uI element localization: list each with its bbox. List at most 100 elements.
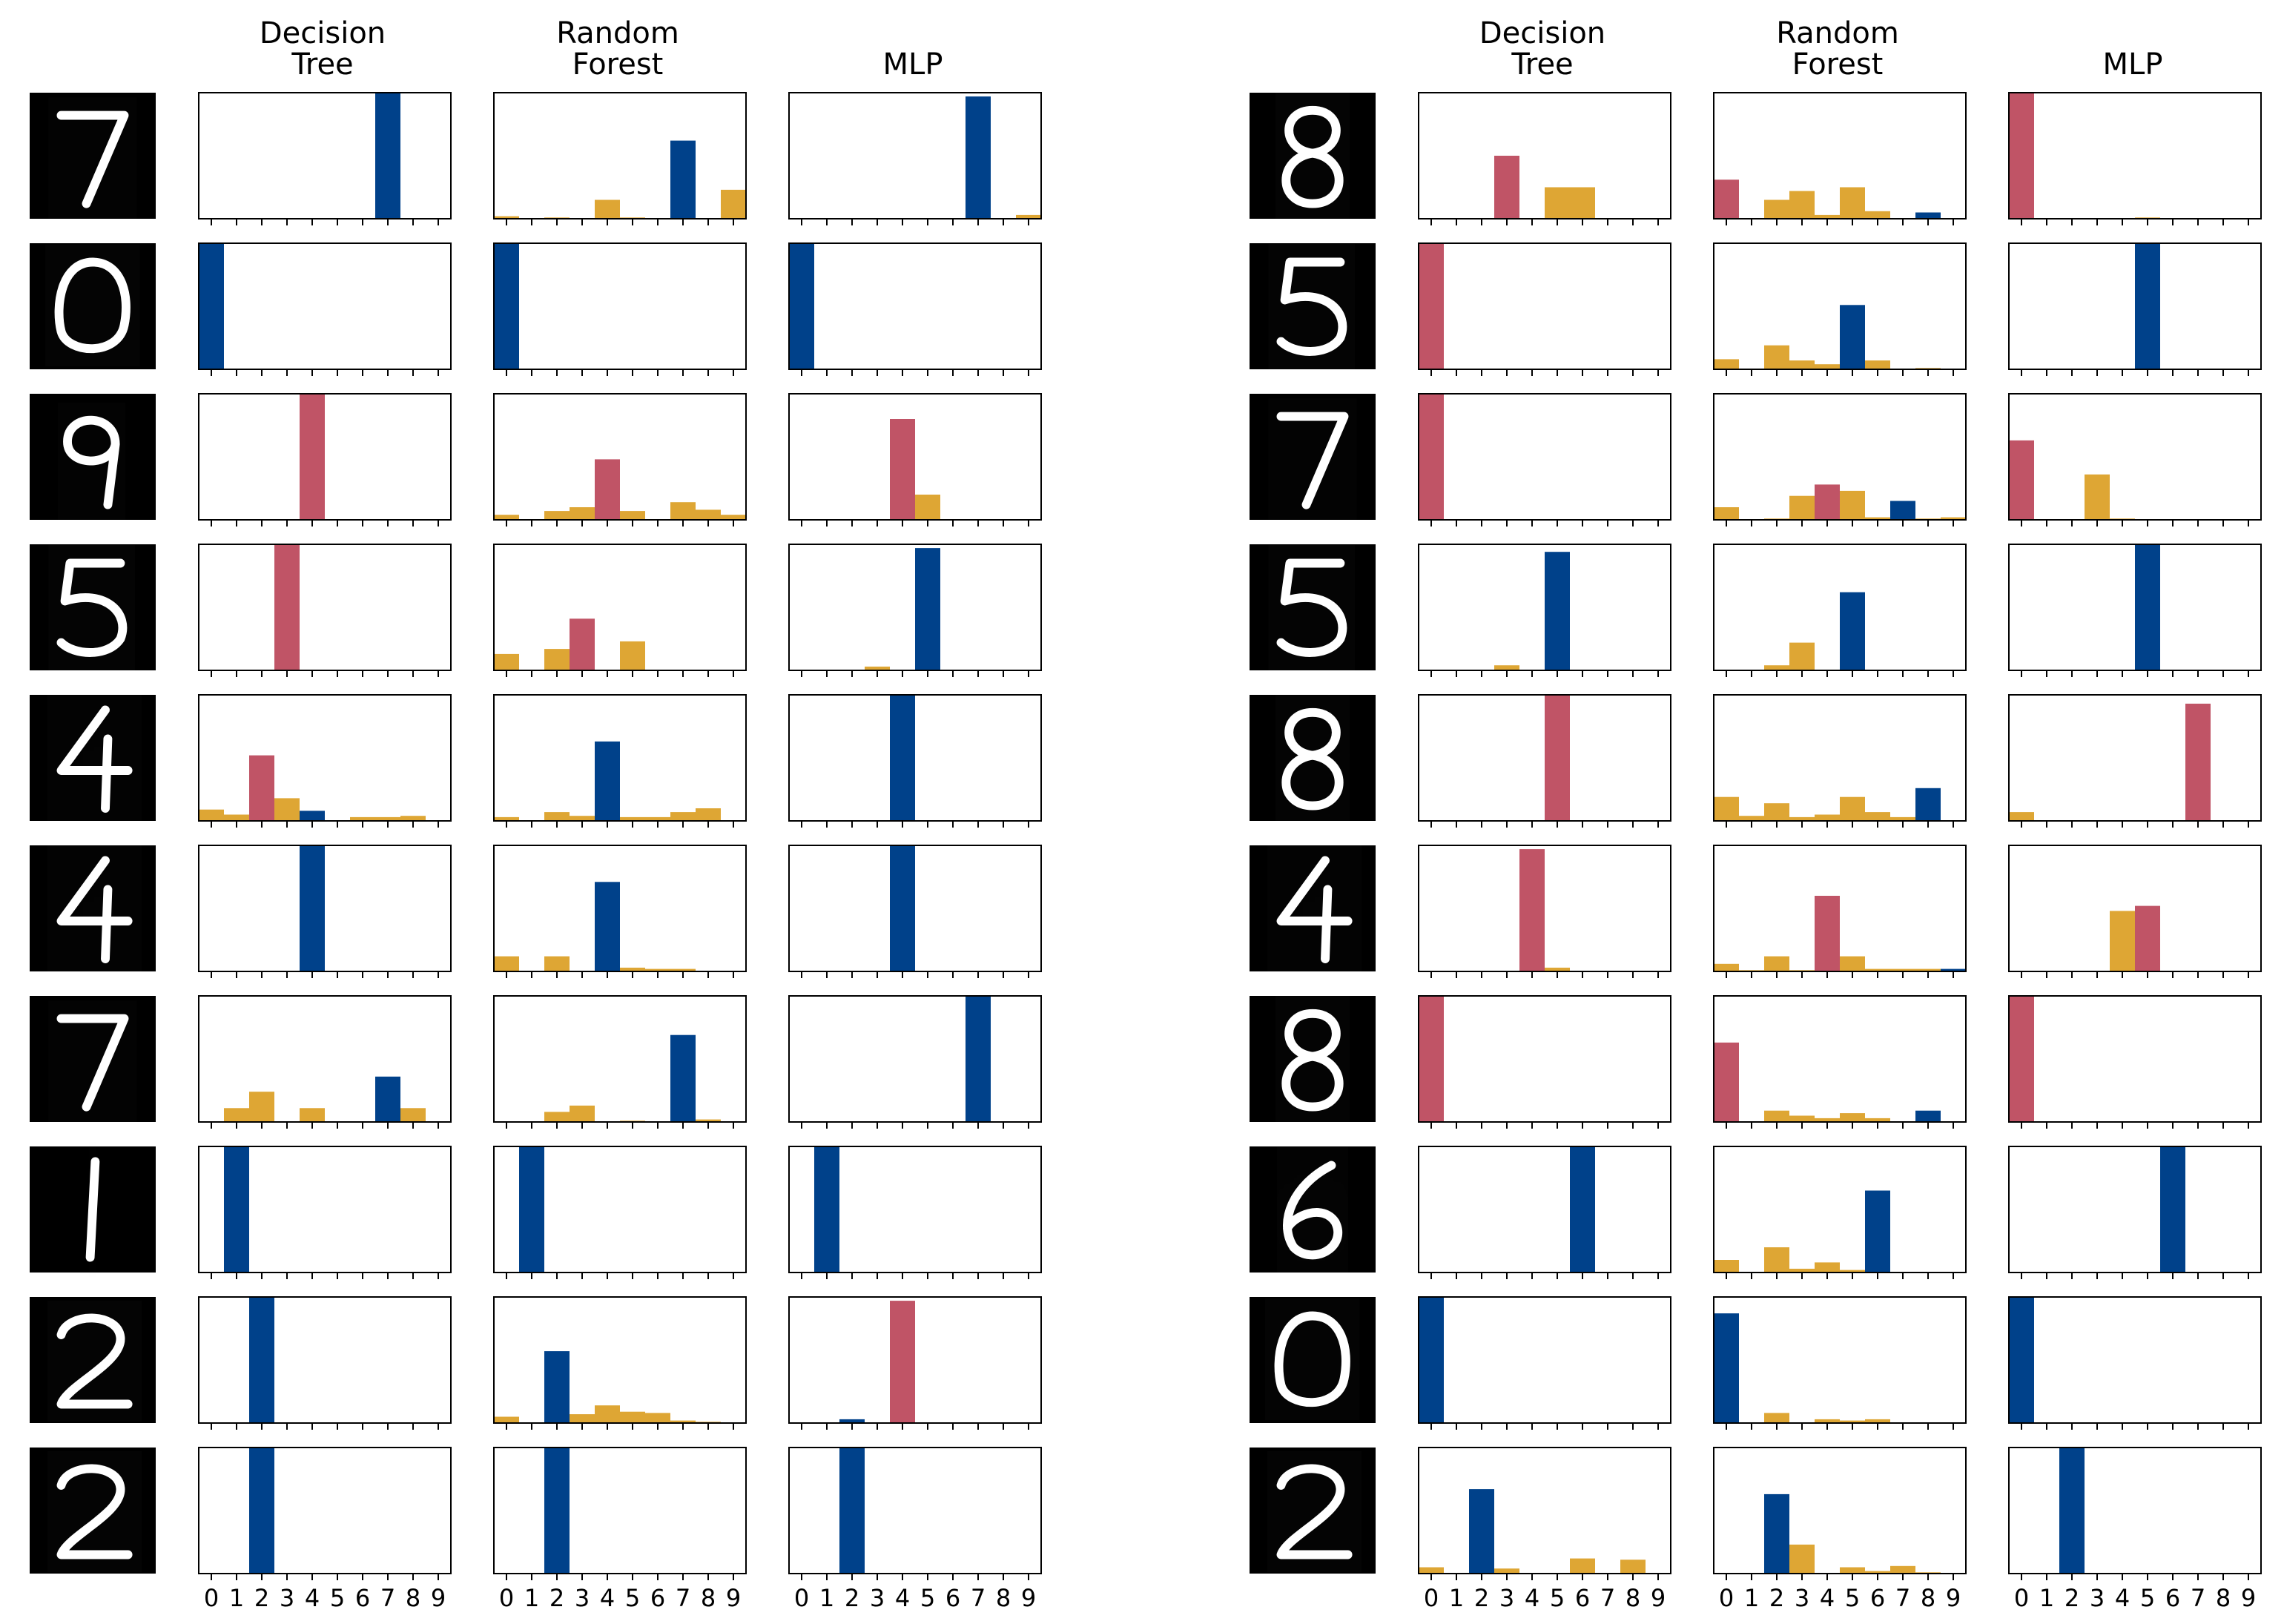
header-mlp: MLP xyxy=(883,47,943,82)
digit-stroke xyxy=(56,1313,133,1409)
header-decision-tree-line2: Tree xyxy=(1511,47,1573,82)
bar-class-0 xyxy=(1714,1313,1739,1423)
bar-class-3 xyxy=(1789,1268,1815,1273)
digit-stroke xyxy=(56,1014,129,1112)
bar-class-4 xyxy=(595,459,620,520)
axes-mlp xyxy=(788,242,1042,376)
axes-frame xyxy=(2008,1146,2262,1273)
axes-frame xyxy=(1418,845,1671,972)
bar-class-2 xyxy=(1764,199,1789,219)
bar-class-5 xyxy=(620,967,645,971)
x-tick-label-7: 7 xyxy=(676,1584,690,1612)
bar-class-5 xyxy=(1840,1567,1865,1574)
bar-class-0 xyxy=(494,816,519,821)
bar-class-4 xyxy=(1815,1118,1840,1122)
axes-frame xyxy=(1418,1296,1671,1424)
bar-class-2 xyxy=(1764,345,1789,369)
bar-class-7 xyxy=(670,1034,696,1122)
bar-class-0 xyxy=(1714,1042,1739,1122)
axes-mlp xyxy=(2008,995,2262,1129)
row-0 xyxy=(1250,92,2262,225)
x-tick-label-0: 0 xyxy=(204,1584,219,1612)
digit-stroke xyxy=(56,856,133,963)
header-decision-tree-line1: Decision xyxy=(1479,16,1605,50)
bar-class-5 xyxy=(620,1411,645,1423)
row-5 xyxy=(30,845,1042,978)
bar-class-2 xyxy=(249,1092,274,1122)
axes-mlp xyxy=(788,1296,1042,1430)
headers-right: Decision Tree Random Forest MLP xyxy=(1479,16,2163,82)
row-4 xyxy=(1250,694,2262,828)
bar-class-7 xyxy=(1890,816,1915,821)
axes-frame xyxy=(1713,1146,1967,1273)
row-2 xyxy=(30,393,1042,527)
bar-class-3 xyxy=(274,544,300,670)
bar-class-7 xyxy=(966,996,991,1122)
bar-class-3 xyxy=(1789,360,1815,369)
bar-class-4 xyxy=(300,811,325,821)
x-tick-label-1: 1 xyxy=(819,1584,834,1612)
x-tick-label-2: 2 xyxy=(254,1584,269,1612)
bar-class-8 xyxy=(696,509,721,520)
bar-class-5 xyxy=(915,548,940,670)
bar-class-7 xyxy=(375,93,400,219)
bar-class-6 xyxy=(1570,187,1595,219)
axes-frame xyxy=(788,242,1042,370)
digit-image xyxy=(30,695,156,821)
x-tick-label-7: 7 xyxy=(1895,1584,1910,1612)
bar-class-3 xyxy=(1789,642,1815,670)
axes-frame xyxy=(198,995,452,1123)
axes-frame xyxy=(493,393,747,521)
axes-random-forest xyxy=(1713,995,1967,1129)
axes-frame xyxy=(1713,544,1967,671)
axes-decision-tree xyxy=(1418,995,1671,1129)
digit-image xyxy=(1250,93,1376,219)
x-tick-label-2: 2 xyxy=(845,1584,859,1612)
bar-class-4 xyxy=(300,1108,325,1122)
bar-class-0 xyxy=(1419,243,1444,369)
digit-image xyxy=(30,394,156,520)
axes-frame xyxy=(198,845,452,972)
bar-class-3 xyxy=(1494,665,1519,670)
digit-stroke xyxy=(1276,412,1349,509)
axes-decision-tree xyxy=(198,995,452,1129)
bar-class-2 xyxy=(1764,956,1789,971)
x-tick-label-8: 8 xyxy=(701,1584,716,1612)
bar-class-0 xyxy=(199,809,224,821)
bar-class-4 xyxy=(595,199,620,219)
bar-class-1 xyxy=(519,1146,544,1273)
bar-class-4 xyxy=(300,394,325,520)
x-tick-label-1: 1 xyxy=(1449,1584,1464,1612)
x-tick-label-1: 1 xyxy=(524,1584,539,1612)
axes-mlp xyxy=(2008,242,2262,376)
row-1 xyxy=(30,242,1042,376)
bar-class-6 xyxy=(1570,1558,1595,1574)
axes-mlp xyxy=(2008,694,2262,828)
axes-decision-tree xyxy=(198,393,452,527)
axes-mlp xyxy=(788,393,1042,527)
axes-mlp xyxy=(2008,1296,2262,1430)
bar-class-7 xyxy=(670,968,696,971)
bar-class-4 xyxy=(890,1301,915,1423)
bar-class-0 xyxy=(494,956,519,971)
digit-stroke xyxy=(56,1464,133,1559)
x-tick-label-9: 9 xyxy=(2241,1584,2256,1612)
bar-class-2 xyxy=(544,1448,570,1574)
axes-frame xyxy=(788,92,1042,219)
axes-frame xyxy=(2008,845,2262,972)
axes-frame xyxy=(788,694,1042,822)
x-tick-label-9: 9 xyxy=(1651,1584,1666,1612)
bar-class-4 xyxy=(2110,911,2135,971)
x-tick-label-4: 4 xyxy=(600,1584,615,1612)
row-5 xyxy=(1250,845,2262,978)
axes-frame xyxy=(493,1296,747,1424)
bar-class-4 xyxy=(300,845,325,971)
bar-class-2 xyxy=(544,812,570,821)
axes-frame xyxy=(1418,92,1671,219)
header-decision-tree-line1: Decision xyxy=(260,16,386,50)
bar-class-5 xyxy=(1840,1113,1865,1122)
x-tick-label-1: 1 xyxy=(229,1584,244,1612)
digit-image xyxy=(30,243,156,369)
